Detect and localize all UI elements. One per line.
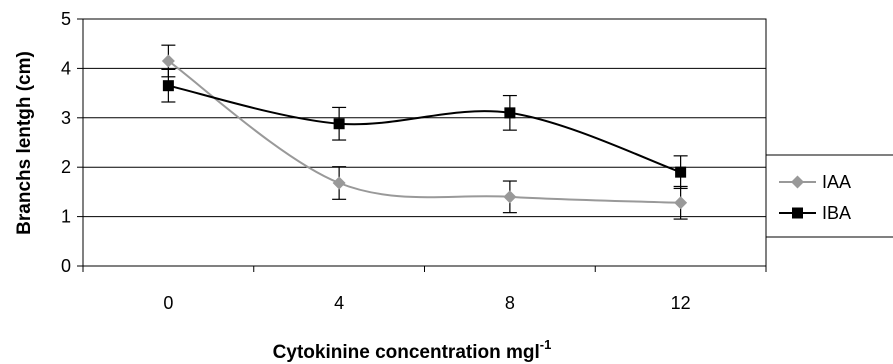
legend-label-iaa: IAA <box>822 172 851 192</box>
legend-box <box>765 154 893 238</box>
x-tick-label: 8 <box>505 293 515 313</box>
y-tick-label: 1 <box>61 207 71 227</box>
legend-marker-iaa <box>791 175 804 189</box>
x-tick-labels: 0 4 8 12 <box>163 293 690 313</box>
series-iba <box>161 68 688 190</box>
y-axis-title: Branchs lentgh (cm) <box>14 51 35 235</box>
y-tick-labels: 0 1 2 3 4 5 <box>61 9 71 276</box>
y-tick-label: 0 <box>61 256 71 276</box>
legend: IAA IBA <box>765 154 893 238</box>
data-point-iba <box>162 80 174 92</box>
x-axis-title-text: Cytokinine concentration mgl <box>273 342 540 363</box>
x-axis-title: Cytokinine concentration mgl-1 <box>273 337 552 363</box>
data-point-iba <box>675 166 687 178</box>
y-tick-label: 2 <box>61 157 71 177</box>
axes <box>77 18 767 272</box>
data-point-iba <box>504 107 516 119</box>
x-tick-label: 0 <box>163 293 173 313</box>
data-point-iaa <box>503 190 517 204</box>
x-tick-label: 12 <box>671 293 691 313</box>
y-tick-label: 5 <box>61 9 71 29</box>
data-point-iaa <box>674 196 688 210</box>
series-line-iaa <box>167 60 681 204</box>
legend-label-iba: IBA <box>822 203 851 223</box>
plot-frame <box>82 18 767 267</box>
y-tick-label: 3 <box>61 108 71 128</box>
series-line-iba <box>168 84 681 174</box>
y-tick-label: 4 <box>61 58 71 78</box>
data-point-iaa <box>161 54 175 68</box>
legend-marker-iba <box>792 207 803 219</box>
series-iaa <box>161 44 688 220</box>
x-tick-label: 4 <box>334 293 344 313</box>
data-point-iaa <box>332 176 346 190</box>
data-point-iba <box>333 118 345 130</box>
series-layer <box>161 44 688 220</box>
x-axis-title-superscript: -1 <box>540 337 552 352</box>
